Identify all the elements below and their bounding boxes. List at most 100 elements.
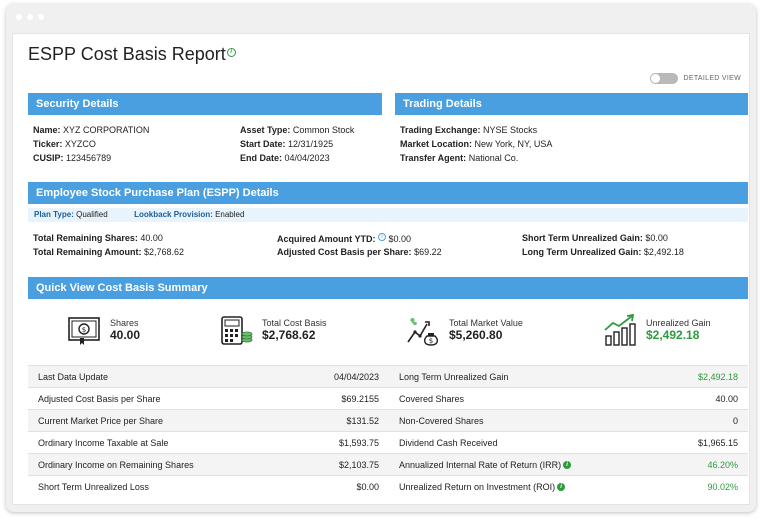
calculator-icon bbox=[221, 316, 253, 345]
plan-type-label: Plan Type: bbox=[34, 210, 74, 219]
exchange-value: NYSE Stocks bbox=[483, 125, 538, 135]
start-date-value: 12/31/1925 bbox=[288, 139, 334, 149]
row-label: Long Term Unrealized Gain bbox=[389, 365, 663, 388]
browser-window: ESPP Cost Basis Report i DETAILED VIEW Se… bbox=[6, 4, 756, 512]
right-detail-table: Long Term Unrealized Gain $2,492.18 Cover… bbox=[389, 365, 748, 498]
row-value: $0.00 bbox=[291, 475, 389, 498]
row-label: Short Term Unrealized Loss bbox=[28, 475, 292, 498]
table-row: Covered Shares 40.00 bbox=[389, 387, 748, 410]
espp-st-gain: Short Term Unrealized Gain: $0.00 bbox=[522, 233, 668, 243]
shares-value: 40.00 bbox=[110, 328, 141, 342]
window-dot-icon[interactable] bbox=[38, 14, 44, 20]
row-value: 40.00 bbox=[662, 387, 748, 410]
unrealized-gain-text: Unrealized Gain $2,492.18 bbox=[646, 318, 711, 342]
table-row: Ordinary Income Taxable at Sale $1,593.75 bbox=[28, 431, 389, 454]
row-label: Annualized Internal Rate of Return (IRR) bbox=[399, 459, 562, 470]
security-end-date: End Date: 04/04/2023 bbox=[240, 153, 330, 163]
cusip-label: CUSIP: bbox=[33, 153, 64, 163]
espp-acquired-ytd: Acquired Amount YTD: i $0.00 bbox=[277, 233, 411, 244]
security-cusip: CUSIP: 123456789 bbox=[33, 153, 111, 163]
row-label: Unrealized Return on Investment (ROI) bbox=[399, 481, 556, 492]
lookback-label: Lookback Provision: bbox=[134, 210, 213, 219]
total-cost-text: Total Cost Basis $2,768.62 bbox=[262, 318, 327, 342]
name-label: Name: bbox=[33, 125, 61, 135]
acquired-ytd-label: Acquired Amount YTD: bbox=[277, 234, 376, 244]
total-shares-label: Total Remaining Shares: bbox=[33, 233, 138, 243]
trading-location: Market Location: New York, NY, USA bbox=[400, 139, 552, 149]
security-details-header: Security Details bbox=[28, 93, 382, 115]
row-label: Adjusted Cost Basis per Share bbox=[28, 387, 292, 410]
total-shares-value: 40.00 bbox=[140, 233, 163, 243]
row-label: Ordinary Income on Remaining Shares bbox=[28, 453, 292, 476]
ticker-value: XYZCO bbox=[64, 139, 96, 149]
espp-total-shares: Total Remaining Shares: 40.00 bbox=[33, 233, 163, 243]
row-label: Dividend Cash Received bbox=[389, 431, 663, 454]
ticker-label: Ticker: bbox=[33, 139, 63, 149]
row-value: $2,103.75 bbox=[291, 453, 389, 476]
name-value: XYZ CORPORATION bbox=[63, 125, 150, 135]
end-date-value: 04/04/2023 bbox=[284, 153, 330, 163]
plan-type-value: Qualified bbox=[76, 210, 108, 219]
detailed-view-toggle[interactable] bbox=[649, 73, 678, 84]
table-row: Long Term Unrealized Gain $2,492.18 bbox=[389, 365, 748, 388]
info-icon[interactable]: i bbox=[563, 461, 572, 470]
row-label: Ordinary Income Taxable at Sale bbox=[28, 431, 292, 454]
st-gain-label: Short Term Unrealized Gain: bbox=[522, 233, 643, 243]
market-value-text: Total Market Value $5,260.80 bbox=[449, 318, 523, 342]
security-name: Name: XYZ CORPORATION bbox=[33, 125, 149, 135]
page-title: ESPP Cost Basis Report i bbox=[28, 44, 236, 65]
trading-agent: Transfer Agent: National Co. bbox=[400, 153, 518, 163]
total-cost-label: Total Cost Basis bbox=[262, 318, 327, 328]
total-amount-value: $2,768.62 bbox=[144, 247, 185, 257]
table-row: Short Term Unrealized Loss $0.00 bbox=[28, 475, 389, 498]
row-label: Last Data Update bbox=[28, 365, 292, 388]
detailed-view-label: DETAILED VIEW bbox=[683, 75, 741, 82]
agent-value: National Co. bbox=[468, 153, 519, 163]
row-value: $1,965.15 bbox=[662, 431, 748, 454]
table-row: Unrealized Return on Investment (ROI) i 90… bbox=[389, 475, 748, 498]
table-row: Non-Covered Shares 0 bbox=[389, 409, 748, 432]
info-icon[interactable]: i bbox=[378, 233, 387, 241]
row-value: $69.2155 bbox=[291, 387, 389, 410]
espp-lt-gain: Long Term Unrealized Gain: $2,492.18 bbox=[522, 247, 684, 257]
st-gain-value: $0.00 bbox=[645, 233, 668, 243]
row-value: $2,492.18 bbox=[662, 365, 748, 388]
row-label: Non-Covered Shares bbox=[389, 409, 663, 432]
row-value: 90.02% bbox=[662, 475, 748, 498]
trading-exchange: Trading Exchange: NYSE Stocks bbox=[400, 125, 537, 135]
espp-adj-cost: Adjusted Cost Basis per Share: $69.22 bbox=[277, 247, 442, 257]
total-cost-value: $2,768.62 bbox=[262, 328, 316, 342]
left-detail-table: Last Data Update 04/04/2023 Adjusted Cost… bbox=[28, 365, 389, 498]
row-label: Current Market Price per Share bbox=[28, 409, 292, 432]
table-row: Annualized Internal Rate of Return (IRR)… bbox=[389, 453, 748, 476]
table-row: Adjusted Cost Basis per Share $69.2155 bbox=[28, 387, 389, 410]
shares-text: Shares 40.00 bbox=[110, 318, 140, 342]
detailed-view-toggle-group: DETAILED VIEW bbox=[649, 73, 741, 84]
location-label: Market Location: bbox=[400, 139, 473, 149]
lt-gain-label: Long Term Unrealized Gain: bbox=[522, 247, 642, 257]
svg-text:$: $ bbox=[429, 337, 433, 345]
certificate-icon: $ bbox=[68, 317, 100, 345]
espp-total-amount: Total Remaining Amount: $2,768.62 bbox=[33, 247, 184, 257]
info-icon[interactable]: i bbox=[226, 48, 236, 57]
cusip-value: 123456789 bbox=[66, 153, 112, 163]
title-bar bbox=[6, 4, 756, 28]
end-date-label: End Date: bbox=[240, 153, 283, 163]
asset-type-label: Asset Type: bbox=[240, 125, 291, 135]
row-value: $1,593.75 bbox=[291, 431, 389, 454]
market-value-label: Total Market Value bbox=[449, 318, 523, 328]
lt-gain-value: $2,492.18 bbox=[643, 247, 684, 257]
start-date-label: Start Date: bbox=[240, 139, 286, 149]
summary-unrealized-gain: Unrealized Gain $2,492.18 bbox=[602, 312, 711, 348]
asset-type-value: Common Stock bbox=[292, 125, 355, 135]
summary-total-cost: Total Cost Basis $2,768.62 bbox=[218, 312, 327, 348]
espp-details-header: Employee Stock Purchase Plan (ESPP) Deta… bbox=[28, 182, 748, 204]
svg-text:$: $ bbox=[82, 326, 86, 334]
info-icon[interactable]: i bbox=[557, 483, 566, 492]
window-dot-icon[interactable] bbox=[16, 14, 22, 20]
location-value: New York, NY, USA bbox=[474, 139, 553, 149]
acquired-ytd-value: $0.00 bbox=[388, 234, 412, 244]
lookback-value: Enabled bbox=[215, 210, 245, 219]
unrealized-gain-label: Unrealized Gain bbox=[646, 318, 711, 328]
window-dot-icon[interactable] bbox=[27, 14, 33, 20]
